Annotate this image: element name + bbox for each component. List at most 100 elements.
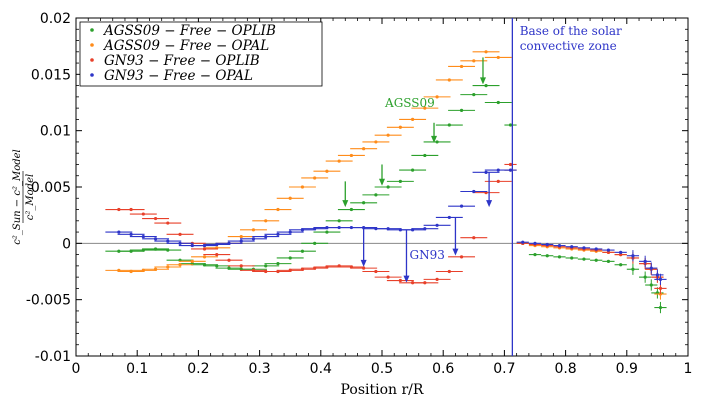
- data-point: [528, 241, 542, 245]
- data-point: [288, 249, 316, 253]
- data-point: [325, 159, 353, 163]
- marker: [386, 275, 390, 279]
- data-point: [399, 117, 427, 121]
- data-point: [203, 264, 231, 268]
- y-tick-label: -0.005: [26, 293, 71, 309]
- x-tick-label: 0.1: [126, 361, 148, 377]
- marker: [643, 259, 647, 263]
- marker: [264, 234, 268, 239]
- marker: [276, 207, 280, 212]
- x-tick-label: 0: [72, 361, 81, 377]
- marker: [649, 266, 653, 270]
- marker: [178, 232, 182, 236]
- marker: [447, 123, 451, 127]
- data-point: [639, 271, 652, 283]
- marker: [423, 153, 427, 158]
- data-point: [129, 234, 157, 239]
- marker: [545, 254, 549, 258]
- marker: [423, 227, 427, 231]
- data-point: [178, 259, 206, 263]
- data-point: [154, 248, 182, 252]
- data-point: [264, 262, 292, 266]
- marker: [655, 273, 660, 277]
- data-point: [252, 219, 280, 223]
- arrow: [342, 181, 349, 208]
- data-point: [504, 168, 517, 172]
- data-point: [252, 234, 280, 239]
- data-point: [614, 250, 627, 254]
- marker: [649, 283, 653, 287]
- marker: [459, 108, 464, 112]
- marker: [459, 64, 464, 69]
- data-point: [129, 212, 157, 216]
- data-point: [614, 263, 627, 267]
- data-point: [227, 239, 255, 243]
- marker: [117, 230, 121, 234]
- data-point: [504, 123, 517, 127]
- marker: [508, 168, 513, 172]
- legend-label: AGSS09 − Free − OPLIB: [102, 23, 276, 39]
- series-2: [105, 50, 667, 300]
- arrow: [486, 172, 493, 208]
- marker: [508, 162, 513, 167]
- marker: [658, 286, 663, 290]
- legend-marker: [90, 73, 94, 77]
- data-point: [423, 277, 451, 281]
- data-point: [264, 207, 292, 212]
- data-point: [654, 273, 667, 286]
- legend-label: GN93 − Free − OPAL: [104, 68, 253, 84]
- marker: [325, 230, 329, 234]
- data-point: [276, 256, 304, 260]
- data-point: [484, 100, 512, 105]
- data-point: [276, 196, 304, 200]
- data-point: [460, 189, 488, 194]
- marker: [594, 247, 598, 251]
- data-point: [577, 257, 591, 261]
- marker: [239, 264, 243, 268]
- data-point: [215, 241, 243, 245]
- marker: [178, 241, 182, 245]
- marker: [631, 254, 635, 258]
- marker: [288, 230, 292, 234]
- arrow: [431, 122, 438, 143]
- marker: [313, 176, 317, 180]
- series-4: [105, 168, 667, 286]
- legend-marker: [90, 28, 94, 32]
- series-layer: [105, 50, 667, 314]
- marker: [349, 207, 353, 212]
- marker: [447, 215, 451, 220]
- data-point: [117, 207, 145, 212]
- data-point: [448, 64, 476, 69]
- x-tick-label: 0.5: [371, 361, 393, 377]
- x-tick-label: 0.7: [493, 361, 515, 377]
- legend-box: [79, 21, 323, 87]
- data-point: [288, 185, 316, 189]
- data-point: [301, 241, 329, 245]
- data-point: [411, 227, 439, 231]
- marker: [239, 234, 243, 239]
- data-point: [553, 243, 566, 248]
- y-tick-label: 0.01: [40, 124, 71, 140]
- data-point: [399, 168, 427, 172]
- annotation-gn: GN93: [410, 248, 445, 262]
- marker: [594, 258, 598, 262]
- marker: [251, 228, 256, 232]
- legend-label: AGSS09 − Free − OPAL: [102, 38, 269, 54]
- marker: [643, 275, 647, 279]
- marker: [631, 267, 635, 271]
- data-point: [504, 162, 517, 167]
- data-point: [423, 95, 451, 99]
- marker: [496, 179, 500, 183]
- data-point: [166, 263, 194, 267]
- marker: [227, 241, 231, 245]
- data-point: [435, 123, 463, 127]
- data-point: [590, 258, 603, 262]
- marker: [349, 153, 353, 158]
- data-point: [472, 170, 500, 174]
- marker: [472, 59, 476, 63]
- arrow-head: [403, 275, 410, 283]
- data-point: [362, 140, 390, 144]
- marker: [435, 140, 439, 144]
- y-tick-label: 0.02: [40, 11, 71, 27]
- marker: [386, 185, 390, 189]
